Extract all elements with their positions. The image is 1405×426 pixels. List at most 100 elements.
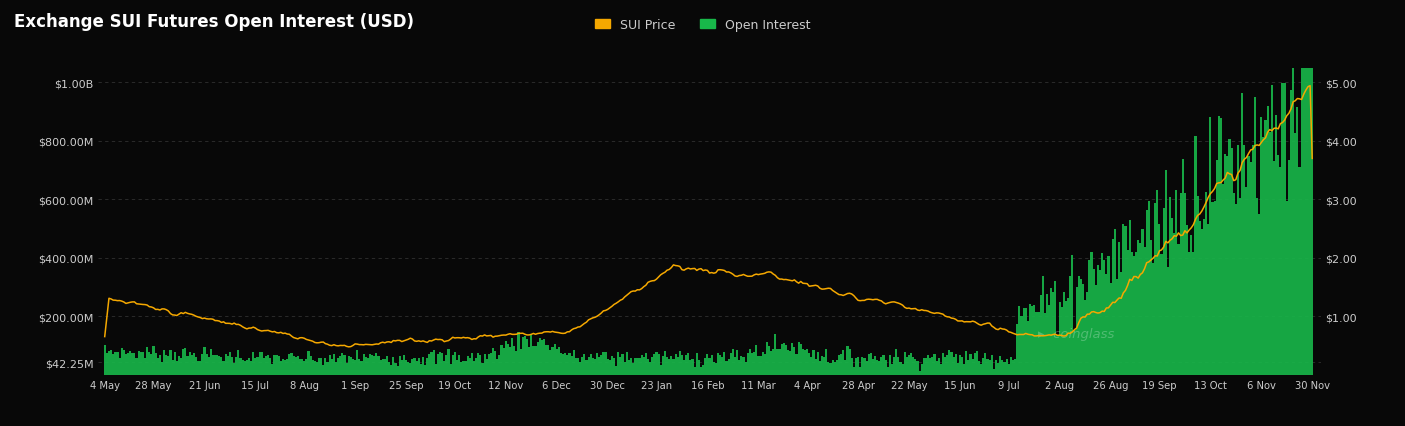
Bar (948, 351, 950, 375)
Bar (707, 354, 708, 375)
Bar (924, 358, 927, 375)
Bar (504, 341, 507, 375)
Bar (1227, 157, 1228, 375)
Bar (490, 353, 492, 375)
Bar (188, 352, 191, 375)
Bar (1186, 225, 1189, 375)
Bar (309, 356, 312, 375)
Bar (1023, 308, 1024, 375)
Bar (1141, 230, 1144, 375)
Bar (562, 354, 565, 375)
Bar (162, 362, 163, 375)
Bar (861, 357, 864, 375)
Bar (409, 363, 412, 375)
Bar (486, 360, 488, 375)
Bar (150, 354, 153, 375)
Bar (636, 358, 638, 375)
Bar (1024, 308, 1027, 375)
Bar (1165, 171, 1166, 375)
Bar (178, 357, 180, 375)
Bar (944, 357, 946, 375)
Bar (391, 366, 392, 375)
Bar (953, 358, 954, 375)
Bar (742, 357, 745, 375)
Bar (1307, 69, 1309, 375)
Bar (586, 360, 587, 375)
Bar (1239, 199, 1241, 375)
Bar (846, 346, 849, 375)
Bar (759, 356, 762, 375)
Bar (183, 349, 184, 375)
Bar (1131, 252, 1132, 375)
Bar (333, 354, 334, 375)
Bar (1176, 191, 1177, 375)
Bar (828, 362, 829, 375)
Bar (534, 346, 537, 375)
Bar (1093, 269, 1094, 375)
Bar (957, 364, 958, 375)
Bar (1116, 279, 1118, 375)
Text: Exchange SUI Futures Open Interest (USD): Exchange SUI Futures Open Interest (USD) (14, 13, 414, 31)
Bar (299, 359, 301, 375)
Bar (520, 349, 521, 375)
Bar (833, 362, 836, 375)
Bar (898, 357, 899, 375)
Bar (690, 360, 691, 375)
Bar (288, 354, 291, 375)
Bar (379, 360, 382, 375)
Bar (745, 363, 746, 375)
Bar (395, 363, 396, 375)
Bar (1166, 268, 1169, 375)
Bar (721, 357, 724, 375)
Bar (117, 352, 118, 375)
Bar (596, 353, 599, 375)
Bar (1248, 157, 1249, 375)
Bar (1073, 330, 1076, 375)
Bar (1253, 98, 1256, 375)
Bar (257, 357, 259, 375)
Bar (209, 349, 212, 375)
Bar (320, 358, 322, 375)
Bar (750, 354, 753, 375)
Bar (284, 360, 287, 375)
Bar (1309, 69, 1311, 375)
Bar (492, 348, 495, 375)
Bar (607, 359, 608, 375)
Bar (521, 337, 524, 375)
Bar (1012, 360, 1014, 375)
Bar (1061, 307, 1062, 375)
Bar (1054, 282, 1057, 375)
Bar (192, 353, 195, 375)
Bar (1260, 117, 1262, 375)
Bar (204, 347, 205, 375)
Bar (729, 353, 732, 375)
Bar (180, 359, 183, 375)
Bar (873, 360, 874, 375)
Bar (603, 352, 604, 375)
Bar (594, 360, 596, 375)
Bar (361, 361, 362, 375)
Bar (638, 358, 641, 375)
Bar (135, 358, 138, 375)
Bar (766, 342, 769, 375)
Bar (405, 360, 407, 375)
Bar (608, 360, 611, 375)
Bar (823, 357, 825, 375)
Bar (986, 359, 989, 375)
Bar (804, 350, 806, 375)
Bar (628, 360, 629, 375)
Bar (108, 351, 110, 375)
Bar (384, 360, 386, 375)
Bar (1107, 256, 1110, 375)
Bar (1256, 198, 1257, 375)
Bar (1106, 274, 1107, 375)
Bar (1149, 240, 1152, 375)
Bar (868, 354, 870, 375)
Bar (662, 356, 665, 375)
Bar (430, 353, 433, 375)
Bar (1297, 108, 1298, 375)
Bar (201, 354, 204, 375)
Bar (530, 335, 532, 375)
Bar (651, 357, 653, 375)
Bar (233, 363, 235, 375)
